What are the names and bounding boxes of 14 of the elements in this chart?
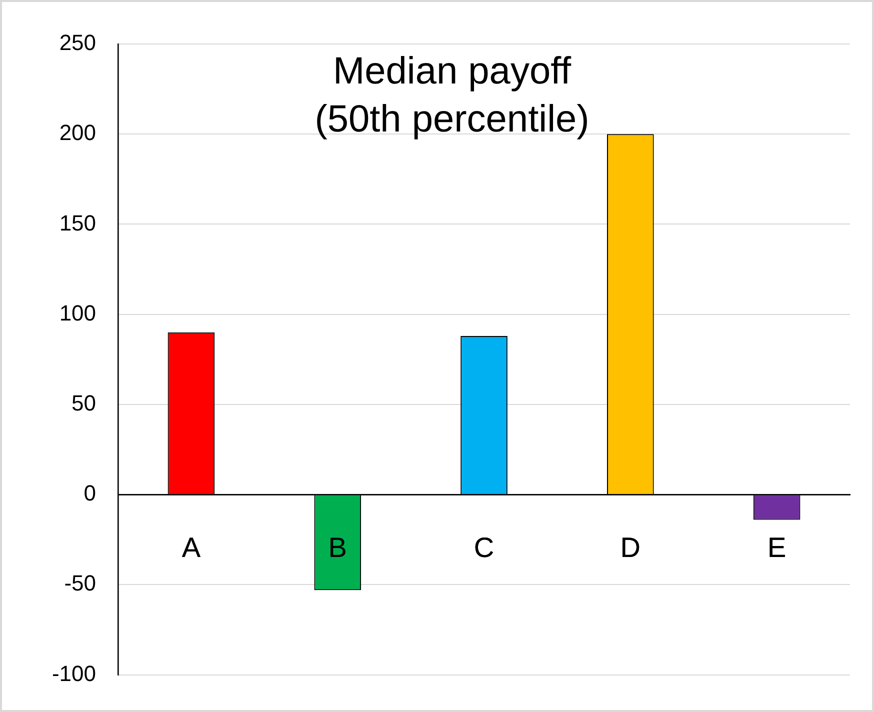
x-tick-label: A xyxy=(182,532,201,564)
y-tick-label: 150 xyxy=(59,210,96,236)
x-tick-label: B xyxy=(328,532,347,564)
x-tick-label: C xyxy=(474,532,494,564)
y-tick-label: 250 xyxy=(59,30,96,56)
text: Median payoff (50th percentile) xyxy=(314,50,590,140)
y-tick-label: 0 xyxy=(84,480,96,506)
y-tick-label: -50 xyxy=(64,570,96,596)
y-tick-label: -100 xyxy=(52,660,96,686)
y-tick-label: 200 xyxy=(59,120,96,146)
x-tick-label: D xyxy=(620,532,641,564)
x-tick-label: E xyxy=(767,532,786,564)
y-tick-label: 50 xyxy=(72,390,96,416)
y-tick-label: 100 xyxy=(59,300,96,326)
